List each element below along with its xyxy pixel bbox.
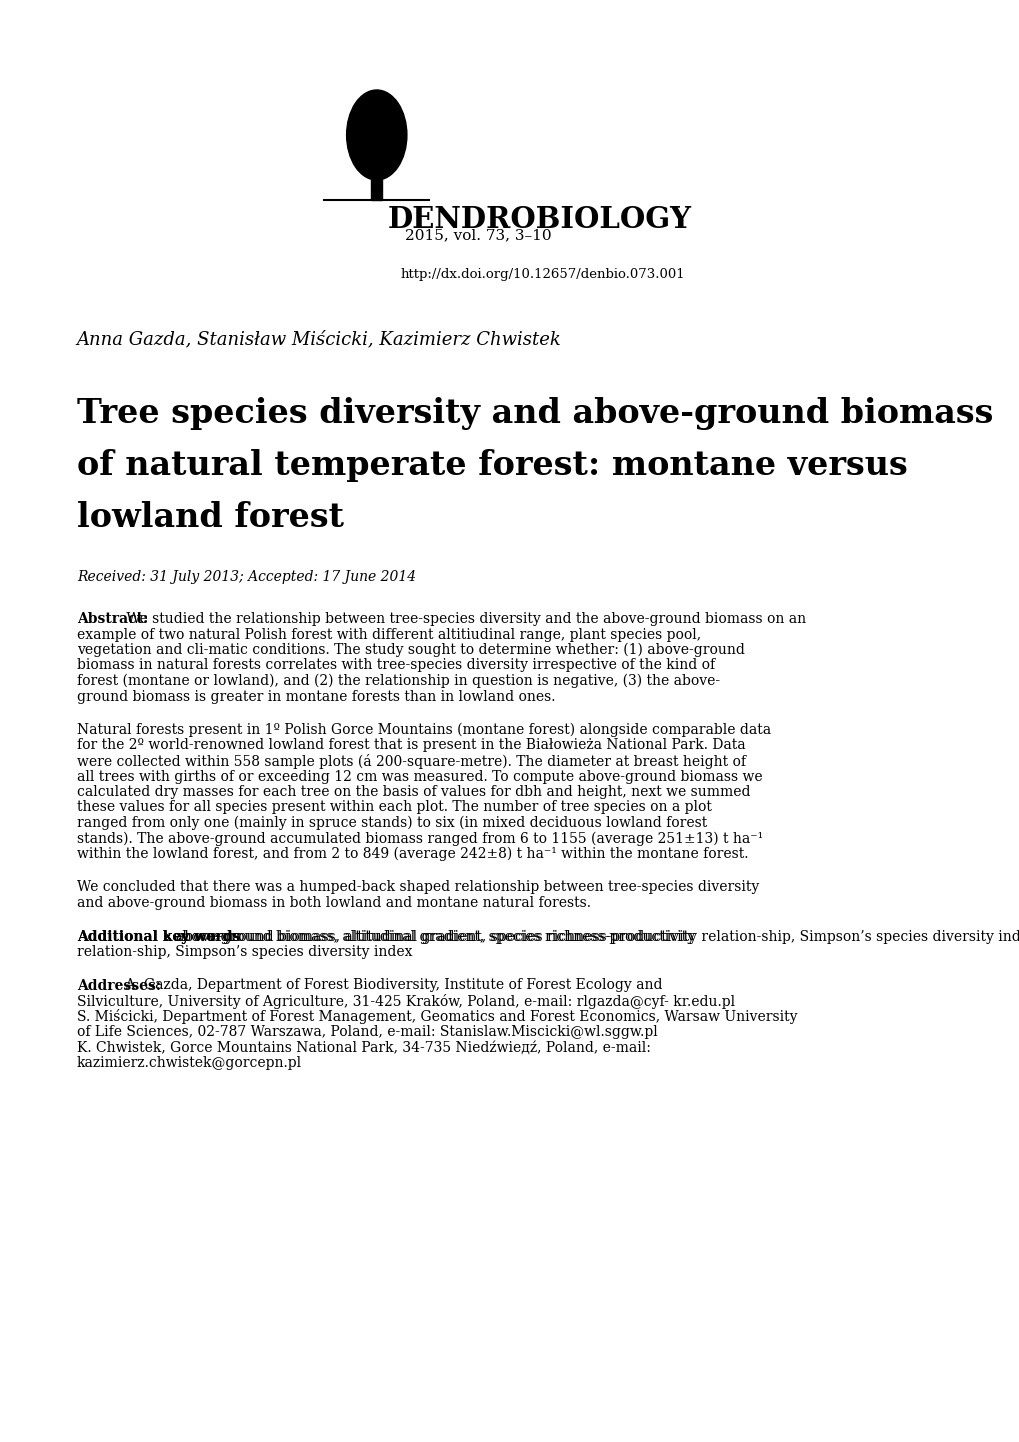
Text: lowland forest: lowland forest	[76, 500, 343, 534]
Text: and above-ground biomass in both lowland and montane natural forests.: and above-ground biomass in both lowland…	[76, 895, 590, 910]
Text: example of two natural Polish forest with different altitiudinal range, plant sp: example of two natural Polish forest wit…	[76, 627, 700, 642]
Text: DENDROBIOLOGY: DENDROBIOLOGY	[387, 205, 691, 234]
Text: forest (montane or lowland), and (2) the relationship in question is negative, (: forest (montane or lowland), and (2) the…	[76, 673, 719, 688]
Text: Abstract:: Abstract:	[76, 611, 148, 626]
Text: Addresses:: Addresses:	[76, 979, 161, 992]
Text: kazimierz.chwistek@gorcepn.pl: kazimierz.chwistek@gorcepn.pl	[76, 1056, 302, 1070]
Bar	[371, 164, 382, 200]
Text: vegetation and cli-matic conditions. The study sought to determine whether: (1) : vegetation and cli-matic conditions. The…	[76, 643, 744, 658]
Text: S. Miścicki, Department of Forest Management, Geomatics and Forest Economics, Wa: S. Miścicki, Department of Forest Manage…	[76, 1009, 797, 1024]
Text: Additional key words: Additional key words	[76, 930, 240, 943]
Text: relation-ship, Simpson’s species diversity index: relation-ship, Simpson’s species diversi…	[76, 945, 412, 959]
Text: these values for all species present within each plot. The number of tree specie: these values for all species present wit…	[76, 800, 711, 815]
Text: within the lowland forest, and from 2 to 849 (average 242±8) t ha⁻¹ within the m: within the lowland forest, and from 2 to…	[76, 846, 748, 861]
Text: : above-ground biomass, altitudinal gradient, species richness-productivity: : above-ground biomass, altitudinal grad…	[165, 930, 694, 943]
Text: : above-ground biomass, altitudinal gradient, species richness-productivity rela: : above-ground biomass, altitudinal grad…	[167, 930, 1019, 943]
Text: Silviculture, University of Agriculture, 31-425 Kraków, Poland, e-mail: rlgazda@: Silviculture, University of Agriculture,…	[76, 994, 735, 1009]
Text: were collected within 558 sample plots (á 200-square-metre). The diameter at bre: were collected within 558 sample plots (…	[76, 754, 745, 769]
Text: for the 2º world-renowned lowland forest that is present in the Białowieża Natio: for the 2º world-renowned lowland forest…	[76, 738, 745, 753]
Text: http://dx.doi.org/10.12657/denbio.073.001: http://dx.doi.org/10.12657/denbio.073.00…	[399, 268, 684, 281]
Text: ranged from only one (mainly in spruce stands) to six (in mixed deciduous lowlan: ranged from only one (mainly in spruce s…	[76, 816, 706, 831]
Text: K. Chwistek, Gorce Mountains National Park, 34-735 Niedźwiедź, Poland, e-mail:: K. Chwistek, Gorce Mountains National Pa…	[76, 1041, 650, 1054]
Text: Tree species diversity and above-ground biomass: Tree species diversity and above-ground …	[76, 397, 993, 430]
Text: Anna Gazda, Stanisław Miścicki, Kazimierz Chwistek: Anna Gazda, Stanisław Miścicki, Kazimier…	[76, 330, 561, 348]
Text: We concluded that there was a humped-back shaped relationship between tree-speci: We concluded that there was a humped-bac…	[76, 881, 758, 894]
Text: Received: 31 July 2013; Accepted: 17 June 2014: Received: 31 July 2013; Accepted: 17 Jun…	[76, 570, 416, 584]
Text: Additional key words: Additional key words	[76, 930, 240, 943]
Text: stands). The above-ground accumulated biomass ranged from 6 to 1155 (average 251: stands). The above-ground accumulated bi…	[76, 832, 762, 846]
Text: Natural forests present in 1º Polish Gorce Mountains (montane forest) alongside : Natural forests present in 1º Polish Gor…	[76, 722, 770, 737]
Text: We studied the relationship between tree-species diversity and the above-ground : We studied the relationship between tree…	[122, 611, 805, 626]
Text: ground biomass is greater in montane forests than in lowland ones.: ground biomass is greater in montane for…	[76, 689, 554, 704]
Text: all trees with girths of or exceeding 12 cm was measured. To compute above-groun: all trees with girths of or exceeding 12…	[76, 770, 762, 783]
Text: A. Gazda, Department of Forest Biodiversity, Institute of Forest Ecology and: A. Gazda, Department of Forest Biodivers…	[121, 979, 661, 992]
Text: biomass in natural forests correlates with tree-species diversity irrespective o: biomass in natural forests correlates wi…	[76, 659, 714, 672]
Ellipse shape	[346, 89, 407, 180]
Text: of Life Sciences, 02-787 Warszawa, Poland, e-mail: Stanislaw.Miscicki@wl.sggw.pl: of Life Sciences, 02-787 Warszawa, Polan…	[76, 1025, 657, 1040]
Text: calculated dry masses for each tree on the basis of values for dbh and height, n: calculated dry masses for each tree on t…	[76, 784, 750, 799]
Text: of natural temperate forest: montane versus: of natural temperate forest: montane ver…	[76, 448, 907, 482]
Text: 2015, vol. 73, 3–10: 2015, vol. 73, 3–10	[405, 228, 551, 242]
